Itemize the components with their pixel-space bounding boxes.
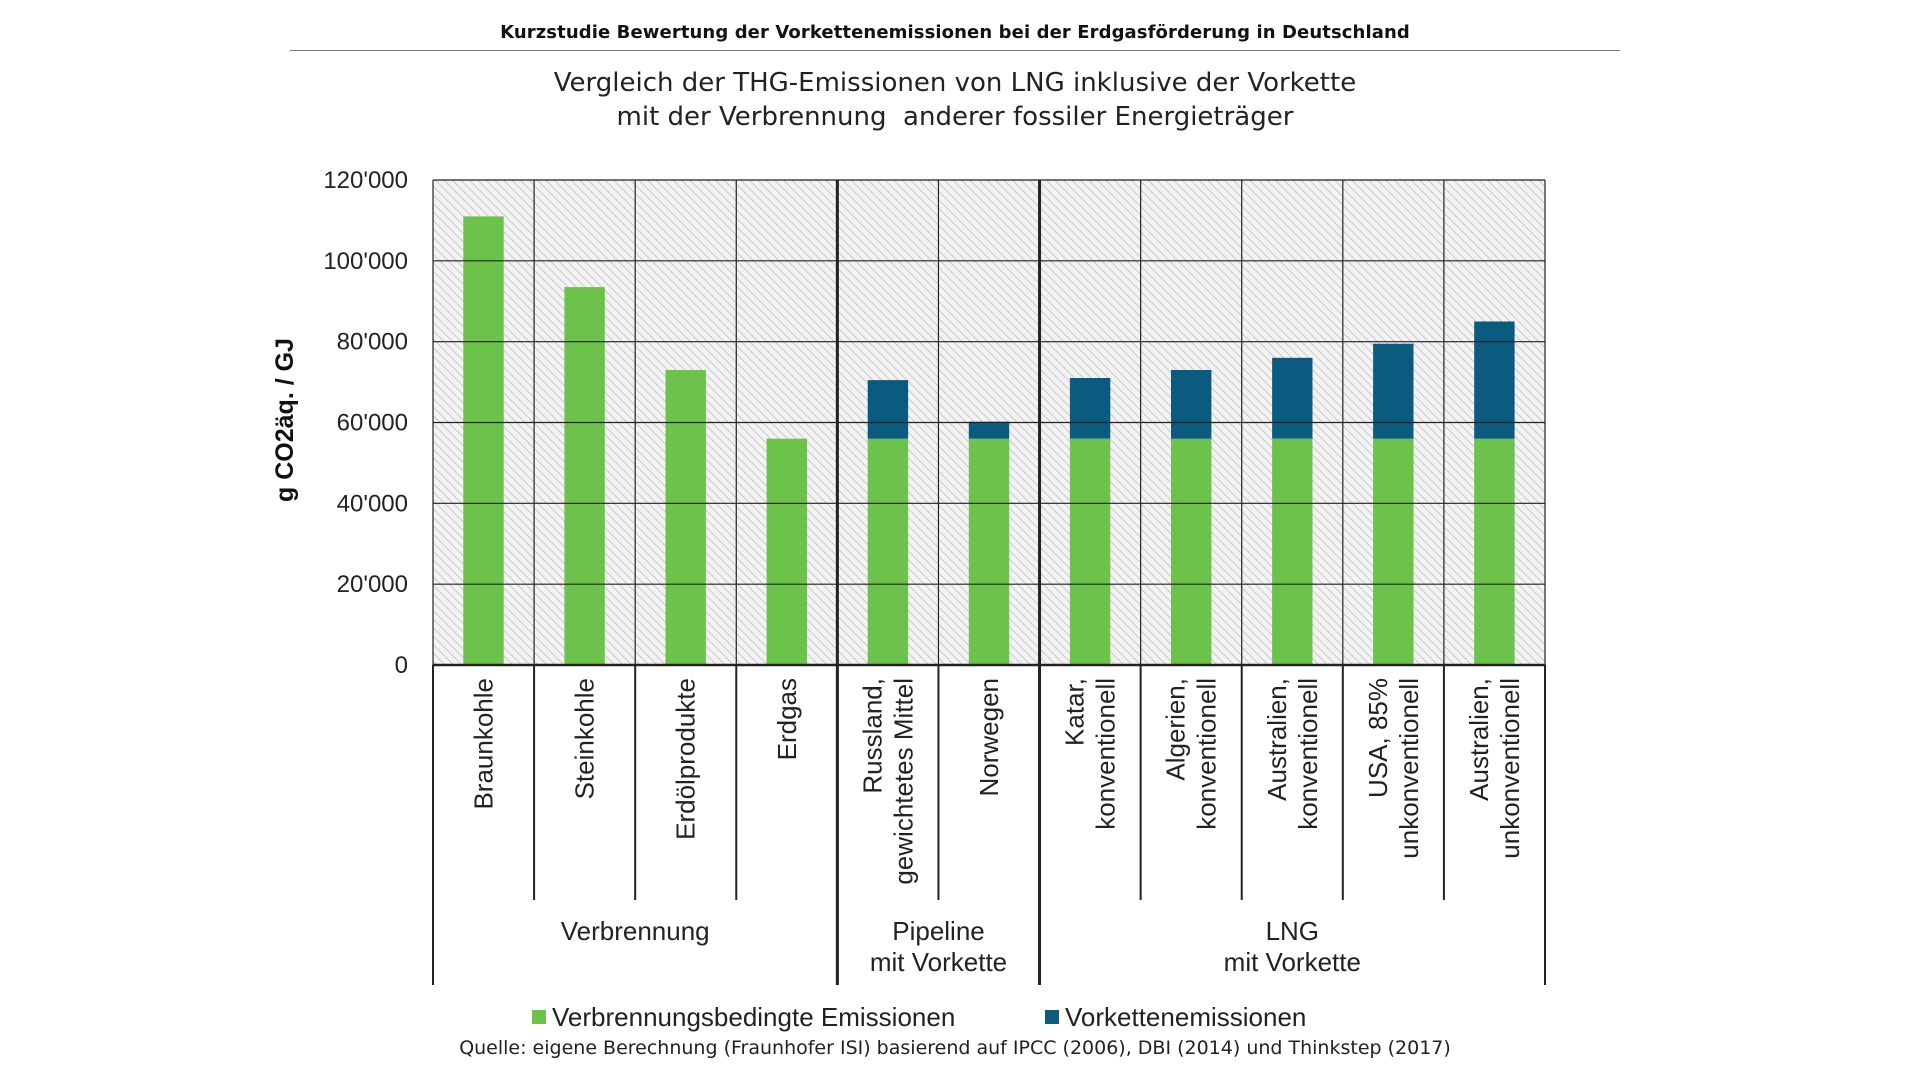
x-category-label: Erdölprodukte	[671, 678, 701, 840]
grid-lines	[432, 179, 1546, 667]
bar-upstream-8	[1171, 370, 1212, 439]
chart-title: Vergleich der THG-Emissionen von LNG ink…	[290, 66, 1620, 134]
bar-combustion-8	[1171, 438, 1212, 665]
x-category-label: Australien,konventionell	[1262, 678, 1323, 830]
y-axis-ticks: 0 20'000 40'000 60'000 80'000 100'000 120'000	[323, 167, 408, 679]
source-note: Quelle: eigene Berechnung (Fraunhofer IS…	[459, 1037, 1451, 1059]
x-category-label-line: unkonventionell	[1394, 678, 1424, 859]
group-label: LNG mit Vorkette	[1224, 916, 1361, 977]
legend-swatch-upstream	[1045, 1010, 1059, 1024]
x-category-label-line: Erdgas	[772, 678, 802, 760]
bar-combustion-1	[463, 216, 504, 665]
x-category-label-line: konventionell	[1091, 678, 1121, 830]
bar-upstream-10	[1373, 343, 1414, 439]
bar-upstream-9	[1272, 357, 1313, 439]
group-label-line: LNG	[1266, 916, 1319, 946]
bar-combustion-7	[1069, 438, 1111, 665]
bar-upstream-11	[1474, 321, 1515, 439]
x-category-label: Australien,unkonventionell	[1464, 678, 1525, 859]
legend: Verbrennungsbedingte Emissionen Vorketten…	[532, 1002, 1306, 1032]
x-category-label: Erdgas	[772, 678, 802, 760]
y-tick-label: 20'000	[337, 571, 408, 598]
bar-combustion-2	[564, 287, 605, 665]
x-category-label-line: konventionell	[1293, 678, 1323, 830]
report-header: Kurzstudie Bewertung der Vorkettenemissi…	[500, 22, 1410, 43]
x-category-label-line: Steinkohle	[570, 678, 600, 799]
legend-swatch-combustion	[532, 1010, 546, 1024]
group-label-line: mit Vorkette	[870, 947, 1007, 977]
bar-combustion-6	[968, 438, 1010, 665]
x-category-label-line: Norwegen	[974, 678, 1004, 797]
y-axis-label: g CO2äq. / GJ	[271, 338, 299, 502]
bar-combustion-3	[665, 370, 706, 665]
x-category-label: Algerien,konventionell	[1161, 678, 1222, 830]
group-label-line: Verbrennung	[561, 916, 710, 946]
chart-title-line-1: Vergleich der THG-Emissionen von LNG ink…	[553, 68, 1357, 98]
x-category-label: Katar,konventionell	[1060, 678, 1121, 830]
header-divider	[290, 50, 1620, 51]
x-category-label-line: Russland,	[857, 678, 887, 794]
bar-upstream-6	[968, 421, 1010, 439]
y-tick-label: 80'000	[337, 329, 408, 356]
group-label-line: Pipeline	[892, 916, 985, 946]
x-category-label-line: Australien,	[1262, 678, 1292, 801]
x-category-label-line: Braunkohle	[469, 678, 499, 810]
x-category-label-line: Australien,	[1464, 678, 1494, 801]
bar-combustion-9	[1272, 438, 1313, 665]
x-category-label: Russland,gewichtetes Mittel	[857, 678, 918, 885]
bar-combustion-10	[1373, 438, 1414, 665]
chart-title-line-2: mit der Verbrennung anderer fossiler Ene…	[616, 102, 1294, 132]
x-category-label: Norwegen	[974, 678, 1004, 797]
x-category-label-line: Katar,	[1060, 678, 1090, 746]
group-label: Pipeline mit Vorkette	[870, 916, 1007, 977]
x-category-label: USA, 85%unkonventionell	[1363, 678, 1424, 859]
x-category-label-line: USA, 85%	[1363, 678, 1393, 798]
x-category-label-line: unkonventionell	[1495, 678, 1525, 859]
y-tick-label: 0	[395, 652, 408, 679]
x-category-label-line: Algerien,	[1161, 678, 1191, 781]
x-category-label: Steinkohle	[570, 678, 600, 799]
legend-label-upstream: Vorkettenemissionen	[1065, 1002, 1306, 1032]
bar-combustion-4	[766, 438, 807, 665]
bars	[463, 216, 1515, 665]
bar-upstream-7	[1069, 378, 1111, 439]
y-tick-label: 60'000	[337, 410, 408, 437]
bar-combustion-5	[867, 438, 909, 665]
y-tick-label: 120'000	[323, 167, 408, 194]
y-tick-label: 40'000	[337, 490, 408, 517]
x-category-label-line: konventionell	[1192, 678, 1222, 830]
group-label: Verbrennung	[561, 916, 710, 946]
x-category-label: Braunkohle	[469, 678, 499, 810]
group-label-line: mit Vorkette	[1224, 947, 1361, 977]
bar-upstream-5	[867, 380, 909, 439]
legend-label-combustion: Verbrennungsbedingte Emissionen	[552, 1002, 955, 1032]
bar-combustion-11	[1474, 438, 1515, 665]
y-tick-label: 100'000	[323, 248, 408, 275]
x-category-label-line: gewichtetes Mittel	[888, 678, 918, 885]
x-axis-categories: Braunkohle Steinkohle Erdölprodukte Erdgas R…	[432, 665, 1546, 985]
x-category-label-line: Erdölprodukte	[671, 678, 701, 840]
